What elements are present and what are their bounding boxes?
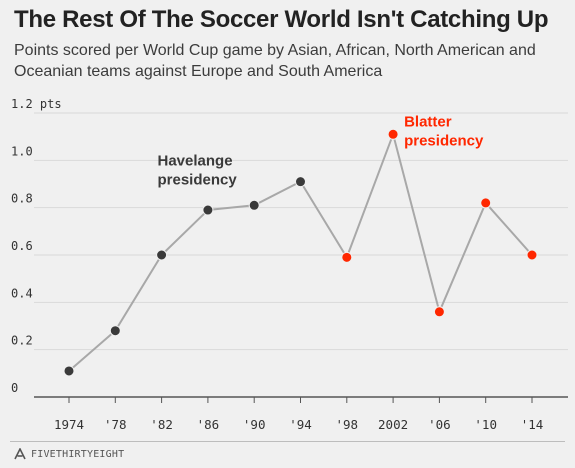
x-tick-label: '82	[150, 417, 173, 432]
data-point	[526, 249, 538, 261]
x-tick-label: '78	[104, 417, 127, 432]
havelange-annotation: Havelange presidency	[158, 153, 238, 189]
y-tick-label: 1.2 pts	[11, 97, 62, 111]
x-tick-label: '06	[428, 417, 451, 432]
x-tick-label: 2002	[378, 417, 408, 432]
grid	[34, 112, 568, 398]
x-tick-label: '14	[521, 417, 544, 432]
data-point	[109, 325, 121, 337]
series-points	[63, 128, 538, 377]
x-tick-label: 1974	[54, 417, 84, 432]
series-line	[68, 133, 533, 372]
fivethirtyeight-logo-icon	[14, 448, 26, 460]
y-tick-label: 1.0	[11, 144, 33, 158]
annotations: Havelange presidency Blatter presidency	[158, 113, 484, 188]
series-line-path	[68, 133, 533, 372]
data-point	[202, 204, 214, 216]
footer: FIVETHIRTYEIGHT	[14, 448, 124, 460]
data-point	[433, 306, 445, 318]
y-axis-ticks: 0 0.2 0.4 0.6 0.8 1.0 1.2 pts	[11, 97, 62, 395]
x-tick-label: '98	[336, 417, 359, 432]
y-tick-label: 0.4	[11, 286, 33, 300]
x-tick-label: '90	[243, 417, 266, 432]
x-tick-label: '10	[474, 417, 497, 432]
data-point	[341, 251, 353, 263]
data-point	[248, 199, 260, 211]
havelange-annotation-line: presidency	[158, 172, 238, 189]
line-chart: 0 0.2 0.4 0.6 0.8 1.0 1.2 pts 1974 '78 '82 '86 '90…	[11, 97, 568, 432]
chart-subtitle: Points scored per World Cup game by Asia…	[14, 42, 536, 80]
blatter-annotation-line: Blatter	[404, 113, 452, 130]
havelange-annotation-line: Havelange	[158, 153, 233, 170]
data-point	[63, 365, 75, 377]
y-tick-label: 0.2	[11, 334, 33, 348]
footer-divider	[10, 441, 565, 442]
data-point	[480, 197, 492, 209]
y-tick-label: 0	[11, 381, 18, 395]
y-tick-label: 0.8	[11, 192, 33, 206]
x-tick-label: '94	[289, 417, 312, 432]
data-point	[295, 176, 306, 188]
footer-brand: FIVETHIRTYEIGHT	[31, 448, 125, 460]
blatter-annotation: Blatter presidency	[404, 113, 484, 149]
blatter-annotation-line: presidency	[404, 132, 484, 149]
data-point	[156, 249, 168, 261]
y-tick-label: 0.6	[11, 239, 33, 253]
x-tick-label: '86	[197, 417, 220, 432]
data-point	[387, 128, 399, 140]
x-axis-ticks: 1974 '78 '82 '86 '90 '94 '98 2002 '06 '10 '14	[54, 397, 543, 432]
chart-title: The Rest Of The Soccer World Isn't Catch…	[14, 6, 549, 33]
